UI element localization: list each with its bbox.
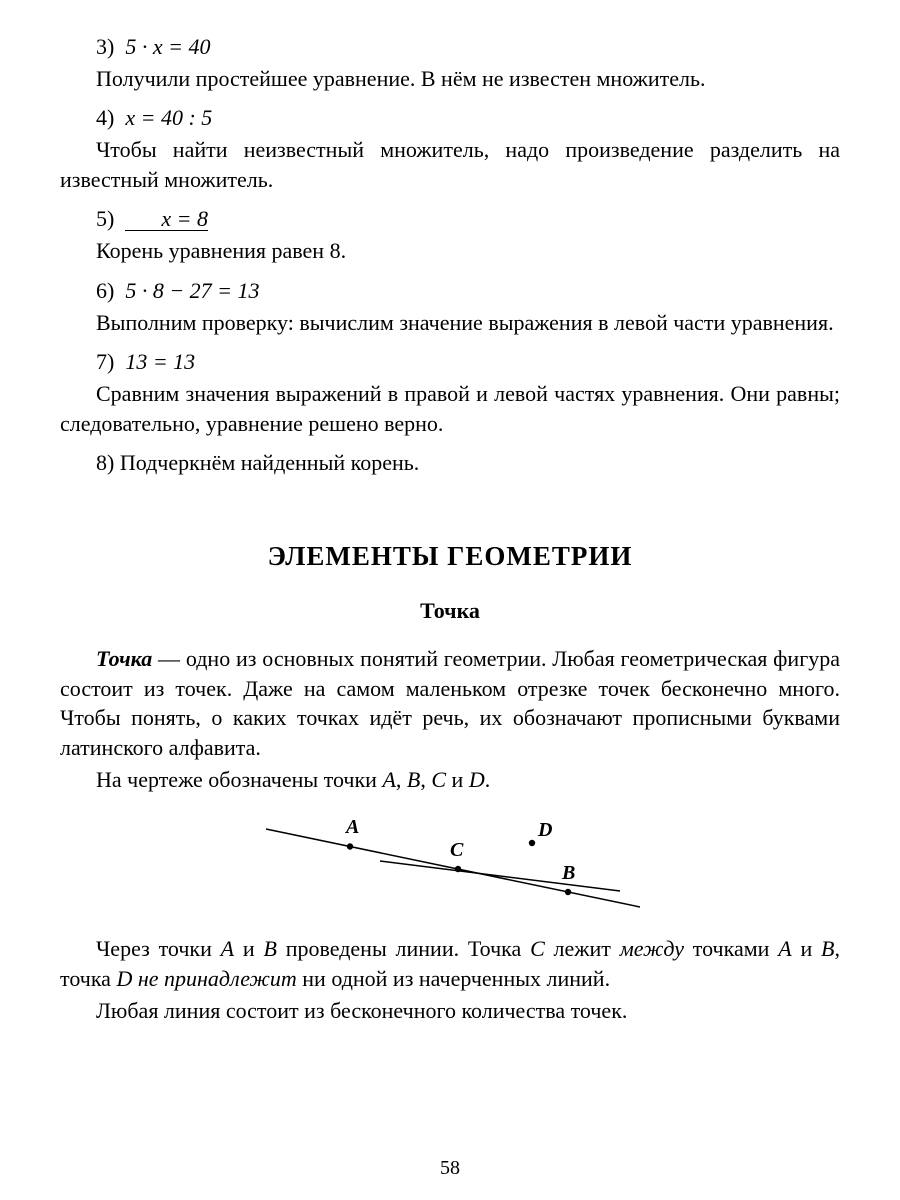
textbook-page: 3) 5 · x = 40 Получили простейшее уравне…: [0, 0, 900, 1200]
geometry-para-4: Любая линия состоит из бесконечного коли…: [60, 996, 840, 1026]
point-label: B: [407, 767, 420, 792]
emph-between: между: [620, 936, 684, 961]
step-4-eq: 4) x = 40 : 5: [60, 103, 840, 133]
step-7-text: Сравним значения выражений в правой и ле…: [60, 379, 840, 438]
step-num: 3): [96, 34, 114, 59]
emph-not-belong: не принадлежит: [138, 966, 297, 991]
point-label: C: [431, 767, 446, 792]
equation: x = 40 : 5: [125, 105, 212, 130]
subsection-heading: Точка: [60, 596, 840, 626]
point-label: B: [263, 936, 276, 961]
step-8: 8) Подчеркнём найденный корень.: [60, 448, 840, 478]
term-point: Точка: [96, 646, 152, 671]
point-label: D: [116, 966, 132, 991]
equation-underlined: x = 8: [125, 208, 208, 231]
step-5-eq: 5) x = 8: [60, 204, 840, 234]
diagram-svg: A C BD: [230, 801, 670, 921]
point-label: A: [221, 936, 234, 961]
svg-text:B: B: [561, 862, 575, 884]
step-num: 5): [96, 206, 114, 231]
step-6-eq: 6) 5 · 8 − 27 = 13: [60, 276, 840, 306]
page-number: 58: [0, 1155, 900, 1182]
equation: 13 = 13: [125, 349, 195, 374]
step-num: 6): [96, 278, 114, 303]
svg-text:C: C: [450, 839, 464, 861]
points-diagram: A C BD: [60, 801, 840, 929]
para-text: — одно из основных понятий геометрии. Лю…: [60, 646, 840, 760]
point-label: A: [382, 767, 395, 792]
step-7-eq: 7) 13 = 13: [60, 347, 840, 377]
point-label: B: [821, 936, 834, 961]
point-label: C: [530, 936, 545, 961]
step-4-text: Чтобы найти неизвестный множитель, надо …: [60, 135, 840, 194]
geometry-para-3: Через точки A и B проведены линии. Точка…: [60, 934, 840, 993]
point-label: D: [469, 767, 485, 792]
para-text: На чертеже обозначены точки: [96, 767, 382, 792]
geometry-para-1: Точка — одно из основных понятий геометр…: [60, 644, 840, 763]
geometry-para-2: На чертеже обозначены точки A, B, C и D.: [60, 765, 840, 795]
step-6-text: Выполним проверку: вычислим значение выр…: [60, 308, 840, 338]
equation: 5 · 8 − 27 = 13: [125, 278, 259, 303]
point-label: A: [778, 936, 791, 961]
step-5-text: Корень уравнения равен 8.: [60, 236, 840, 266]
equation: 5 · x = 40: [125, 34, 210, 59]
svg-text:D: D: [537, 819, 552, 841]
svg-text:A: A: [344, 816, 359, 838]
step-3-eq: 3) 5 · x = 40: [60, 32, 840, 62]
step-3-text: Получили простейшее уравнение. В нём не …: [60, 64, 840, 94]
step-num: 7): [96, 349, 114, 374]
step-num: 4): [96, 105, 114, 130]
section-heading: ЭЛЕМЕНТЫ ГЕОМЕТРИИ: [60, 538, 840, 574]
